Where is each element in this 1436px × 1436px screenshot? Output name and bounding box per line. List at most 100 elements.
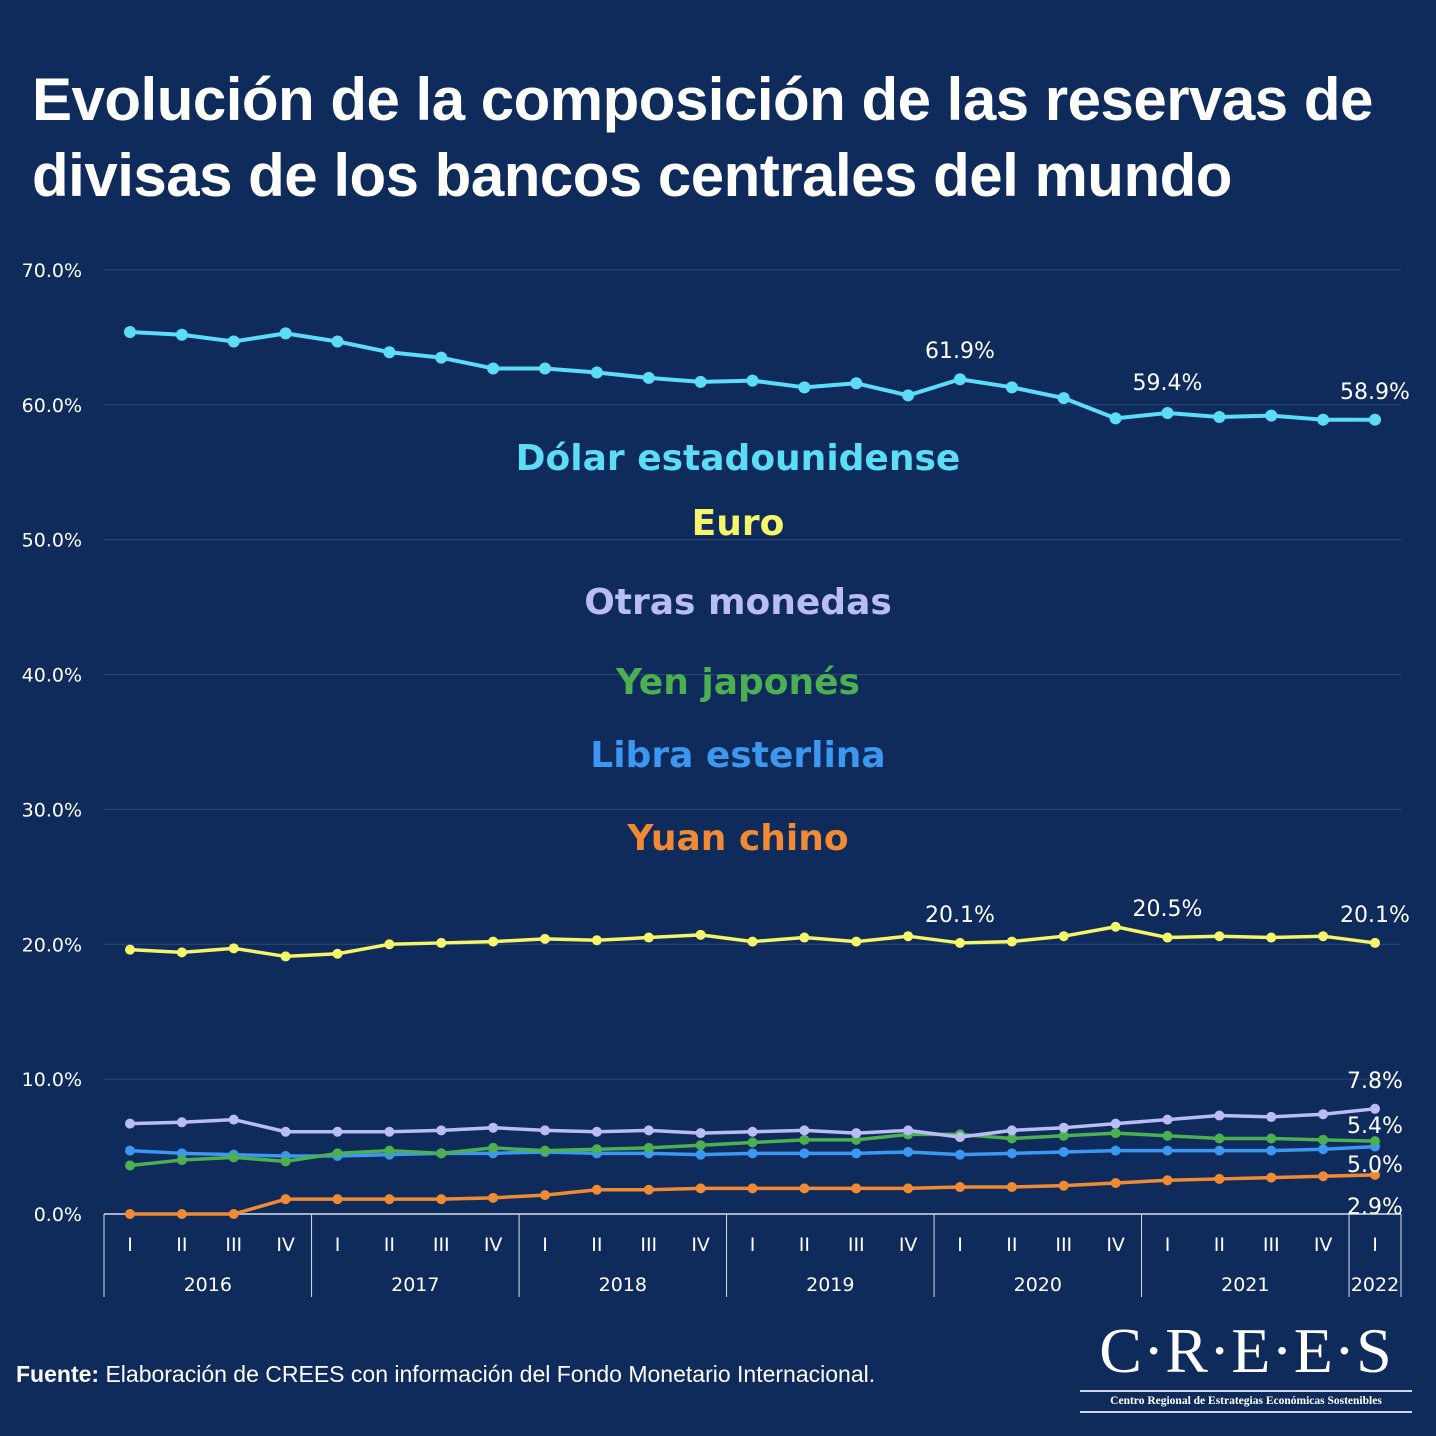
data-point (1058, 1130, 1069, 1141)
data-point (955, 1149, 965, 1160)
data-point (332, 948, 343, 959)
series-euro (125, 921, 1380, 962)
data-point (488, 1192, 499, 1203)
data-point (539, 362, 551, 375)
data-point (436, 1194, 447, 1205)
data-point (1110, 1128, 1121, 1139)
data-point (955, 1132, 965, 1143)
data-point (540, 933, 550, 944)
data-point (694, 375, 707, 388)
x-tick-quarter: IV (899, 1234, 918, 1256)
data-point (1266, 1111, 1277, 1122)
data-label: 58.9% (1340, 380, 1410, 405)
data-point (124, 326, 136, 339)
data-point (799, 1125, 810, 1136)
data-label: 7.8% (1347, 1069, 1403, 1094)
data-point (747, 1183, 758, 1194)
data-point (799, 932, 810, 943)
data-point (384, 939, 395, 950)
data-point (125, 944, 135, 955)
data-point (902, 389, 915, 402)
data-point (436, 937, 447, 948)
series-yuan-chino (125, 1169, 1380, 1219)
data-point (1057, 392, 1070, 405)
data-point (1213, 410, 1226, 423)
data-point (851, 1128, 862, 1139)
data-point (176, 1155, 187, 1166)
legend-item: Libra esterlina (590, 735, 886, 776)
y-tick-label: 0.0% (34, 1204, 82, 1226)
data-point (746, 374, 759, 387)
data-point (279, 327, 292, 340)
data-point (1162, 932, 1173, 943)
data-point (695, 1140, 706, 1151)
data-point (747, 936, 758, 947)
data-point (125, 1160, 135, 1171)
data-point (1369, 413, 1381, 426)
data-point (436, 1148, 447, 1159)
x-tick-quarter: III (433, 1234, 450, 1256)
data-point (747, 1137, 758, 1148)
data-point (1266, 932, 1277, 943)
data-point (384, 1194, 395, 1205)
source-text: Elaboración de CREES con información del… (99, 1361, 876, 1387)
data-point (903, 1146, 914, 1157)
x-tick-quarter: IV (691, 1234, 710, 1256)
data-point (1006, 936, 1017, 947)
data-point (1318, 1134, 1329, 1145)
x-tick-quarter: IV (276, 1234, 295, 1256)
x-tick-quarter: III (1263, 1234, 1280, 1256)
data-point (591, 1144, 602, 1155)
data-point (1317, 413, 1330, 426)
data-point (955, 937, 965, 948)
series-dólar-estadounidense (124, 326, 1381, 426)
data-point (1162, 1145, 1173, 1156)
data-point (280, 951, 291, 962)
x-tick-quarter: II (799, 1234, 810, 1256)
y-tick-label: 70.0% (22, 260, 82, 282)
data-point (799, 1183, 810, 1194)
logo-subtitle: Centro Regional de Estrategias Económica… (1080, 1390, 1412, 1413)
data-point (175, 328, 188, 341)
data-point (488, 1122, 499, 1133)
x-tick-year: 2020 (1014, 1274, 1062, 1296)
data-point (1162, 1114, 1173, 1125)
y-tick-label: 30.0% (22, 799, 82, 821)
data-point (851, 936, 862, 947)
data-point (332, 1194, 343, 1205)
data-point (799, 1148, 810, 1159)
data-label: 20.5% (1133, 897, 1203, 922)
data-point (384, 1145, 395, 1156)
data-point (228, 1209, 239, 1219)
x-tick-year: 2019 (806, 1274, 854, 1296)
data-point (1370, 1136, 1380, 1147)
data-point (798, 381, 811, 394)
data-point (1058, 1122, 1069, 1133)
data-point (1370, 937, 1380, 948)
data-point (590, 366, 603, 379)
data-point (1161, 406, 1174, 419)
data-point (903, 1125, 914, 1136)
legend-item: Yuan chino (627, 818, 849, 859)
data-point (643, 1184, 654, 1195)
data-point (591, 1184, 602, 1195)
data-point (176, 1117, 187, 1128)
data-point (1318, 931, 1329, 942)
data-label: 5.0% (1347, 1153, 1403, 1178)
data-point (435, 351, 448, 364)
data-point (332, 1126, 343, 1137)
x-tick-quarter: III (1055, 1234, 1072, 1256)
crees-logo: C·R·E·E·S Centro Regional de Estrategias… (1080, 1318, 1412, 1413)
data-point (125, 1118, 135, 1129)
data-point (850, 377, 863, 390)
data-point (487, 362, 500, 375)
data-point (954, 373, 966, 386)
data-point (1318, 1144, 1329, 1155)
data-point (1214, 1133, 1225, 1144)
data-point (747, 1148, 758, 1159)
data-point (695, 929, 706, 940)
y-tick-label: 50.0% (22, 530, 82, 552)
data-point (383, 346, 396, 359)
x-tick-quarter: I (542, 1234, 548, 1256)
